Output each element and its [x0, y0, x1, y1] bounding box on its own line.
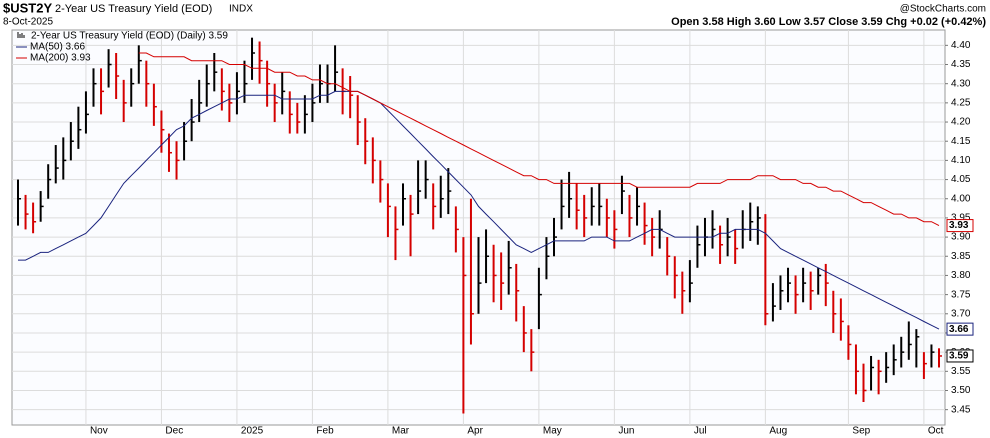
price-tag-label: 3.93 [949, 220, 969, 231]
x-tick-label: May [543, 426, 562, 437]
y-tick-label: 4.10 [951, 155, 971, 166]
chart-title: 2-Year US Treasury Yield (EOD) [55, 3, 212, 15]
y-tick-label: 4.35 [951, 59, 971, 70]
quote: Open 3.58 High 3.60 Low 3.57 Close 3.59 … [671, 16, 986, 28]
y-tick-label: 3.75 [951, 289, 971, 300]
x-tick-label: Sep [852, 426, 870, 437]
x-tick-label: Mar [392, 426, 410, 437]
legend-price: 2-Year US Treasury Yield (EOD) (Daily) 3… [31, 31, 228, 42]
legend-ma50: MA(50) 3.66 [30, 42, 85, 53]
y-tick-label: 3.95 [951, 213, 971, 224]
x-tick-label: Jul [694, 426, 707, 437]
legend-bar-icon [17, 32, 25, 38]
y-tick-label: 3.80 [951, 270, 971, 281]
x-tick-label: Jun [618, 426, 634, 437]
ma-line [138, 52, 940, 227]
x-tick-label: Feb [316, 426, 334, 437]
y-tick-label: 4.00 [951, 193, 971, 204]
x-tick-label: Oct [928, 426, 944, 437]
x-tick-label: Aug [769, 426, 787, 437]
y-tick-label: 4.30 [951, 78, 971, 89]
price-tag [946, 322, 974, 336]
y-tick-label: 3.55 [951, 366, 971, 377]
price-tag-label: 3.66 [949, 324, 969, 335]
ma-line [18, 90, 940, 330]
y-tick-label: 3.70 [951, 308, 971, 319]
y-tick-label: 3.50 [951, 385, 971, 396]
y-tick-label: 3.85 [951, 251, 971, 262]
legend-ma200: MA(200) 3.93 [30, 53, 91, 64]
price-tag-label: 3.59 [949, 351, 969, 362]
y-tick-label: 4.20 [951, 117, 971, 128]
legend: 2-Year US Treasury Yield (EOD) (Daily) 3… [16, 31, 228, 64]
x-tick-label: Nov [90, 426, 108, 437]
x-tick-label: Apr [467, 426, 483, 437]
exchange: INDX [229, 4, 253, 15]
plot-area [11, 29, 946, 426]
price-tag [946, 219, 974, 233]
symbol: $UST2Y [3, 0, 52, 15]
x-tick-label: 2025 [241, 426, 264, 437]
price-tag [946, 349, 974, 363]
x-tick-label: Dec [165, 426, 183, 437]
watermark: @StockCharts.com [900, 4, 986, 15]
y-tick-label: 4.15 [951, 136, 971, 147]
y-tick-label: 4.40 [951, 40, 971, 51]
date: 8-Oct-2025 [3, 17, 53, 28]
y-tick-label: 4.25 [951, 98, 971, 109]
y-tick-label: 3.45 [951, 404, 971, 415]
y-tick-label: 4.05 [951, 174, 971, 185]
y-tick-label: 3.90 [951, 232, 971, 243]
